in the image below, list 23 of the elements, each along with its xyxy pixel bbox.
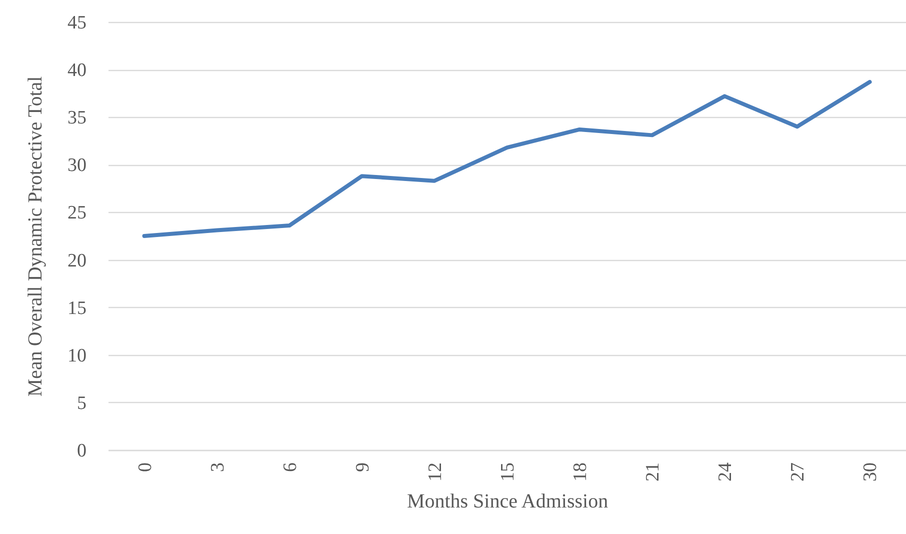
x-tick-label: 0	[134, 462, 156, 472]
x-tick-label: 30	[860, 462, 882, 482]
y-tick-label: 15	[68, 298, 86, 319]
y-tick-label: 10	[68, 345, 86, 366]
x-tick-label: 15	[498, 462, 518, 482]
x-tick-label: 12	[424, 462, 446, 482]
y-tick-label: 30	[68, 155, 86, 176]
y-axis-title: Mean Overall Dynamic Protective Total	[24, 76, 46, 397]
x-tick-label: 6	[280, 462, 301, 472]
y-tick-label: 45	[68, 12, 86, 34]
y-tick-label: 20	[68, 250, 86, 272]
x-tick-label: 9	[352, 462, 374, 472]
x-tick-label: 27	[788, 462, 809, 482]
x-axis-title: Months Since Admission	[406, 490, 608, 512]
y-tick-label: 35	[68, 108, 86, 129]
y-tick-label: 25	[68, 202, 86, 224]
y-tick-label: 5	[77, 392, 86, 414]
x-tick-label: 3	[207, 462, 228, 472]
x-tick-label: 24	[715, 462, 736, 482]
line-series	[142, 80, 872, 238]
x-tick-label: 18	[570, 462, 592, 482]
y-tick-label: 40	[68, 60, 86, 82]
x-tick-label: 21	[642, 462, 664, 482]
